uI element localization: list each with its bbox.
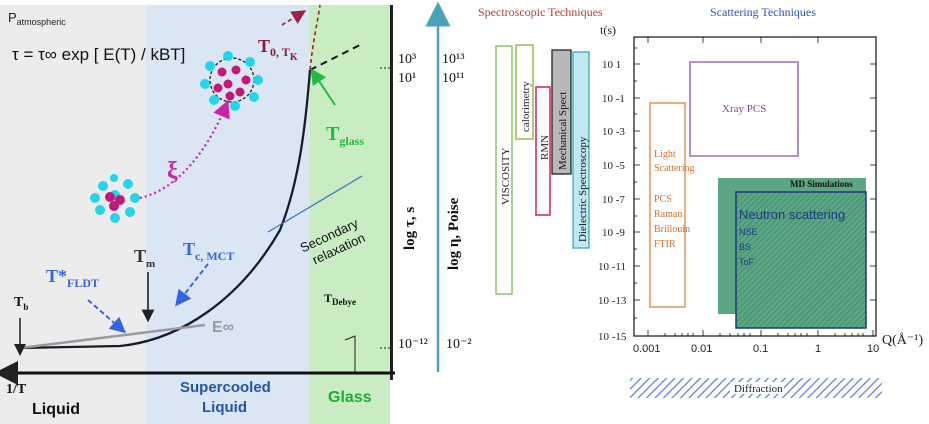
rmn-label: RMN: [539, 135, 551, 160]
calorimetry-bar: [515, 44, 534, 140]
secondary-line: [267, 175, 363, 233]
t0-arrow: [281, 10, 307, 26]
small-cluster-icon: [90, 174, 140, 223]
glass-label: Glass: [328, 389, 372, 406]
light-item-raman: Raman: [654, 209, 682, 220]
light-scattering-box: [649, 102, 686, 308]
left-y-axis: [390, 5, 393, 380]
y-tick-label-0: 10 1: [602, 59, 621, 71]
supercooled-label-2: Liquid: [202, 399, 247, 416]
tdebye-leader: [344, 335, 356, 372]
tfldt-label: T*FLDT: [46, 266, 99, 290]
neutron-scattering-box: [735, 191, 867, 329]
mechanical-label: Mechanical Spect: [557, 92, 569, 171]
glass-dashed-line: [309, 44, 361, 71]
xray-pcs-label: Xray PCS: [722, 103, 766, 115]
x-axis-ticks: [647, 37, 874, 336]
dielectric-bar: [572, 51, 590, 249]
einf-line: [19, 323, 206, 350]
x-tick-label-4: 10: [867, 343, 879, 355]
y-axis-ticks: [634, 47, 876, 319]
tc-label: Tc, MCT: [183, 239, 234, 263]
neutron-item-bs: BS: [739, 242, 751, 252]
y-tick-label-3: 10 -5: [602, 160, 625, 172]
light-label-2: Scattering: [654, 163, 695, 174]
y-tick-label-7: 10 -13: [598, 295, 627, 307]
supercooled-region: [146, 5, 310, 424]
tglass-arrow: [310, 68, 336, 106]
rmn-bar: [535, 86, 551, 216]
glass-region: [310, 5, 390, 424]
tfldt-arrow: [87, 299, 127, 334]
xray-pcs-box: [689, 61, 799, 157]
light-label-1: Light: [654, 149, 676, 160]
eta-tick-label-1: 10¹³: [442, 52, 464, 67]
vft-equation: τ = τ∞ exp [ E(T) / kBT]: [12, 45, 185, 64]
supercooled-label-1: Supercooled: [180, 379, 271, 396]
xi-label: ξ: [167, 158, 178, 184]
t0-tk-label: T0, TK: [258, 36, 298, 63]
neutron-item-nse: NSE: [739, 227, 758, 237]
tglass-label: Tglass: [326, 123, 364, 148]
t0-dashed-line: [309, 4, 321, 71]
tau-tick-label-3: 10⁻¹²: [398, 337, 428, 352]
pressure-label: Patmospheric: [8, 10, 66, 27]
mechanical-bar: [551, 49, 572, 175]
y-tick-label-1: 10 -1: [602, 93, 625, 105]
x-tick-label-2: 0.1: [753, 343, 768, 355]
liquid-region: [0, 5, 146, 424]
diffraction-label-bg: [730, 382, 784, 394]
viscosity-label: VISCOSITY: [500, 147, 512, 205]
diffraction-label: Diffraction: [734, 383, 783, 395]
calorimetry-label: calorimetry: [520, 81, 532, 132]
x-axis-label: 1/T: [6, 382, 27, 397]
tm-label: Tm: [134, 246, 155, 270]
dielectric-label: Dielectric Spectroscopy: [577, 136, 589, 242]
neutron-scattering-label: Neutron scattering: [739, 207, 845, 222]
log-tau-axis-label: log τ, s: [402, 207, 418, 250]
eta-tick-label-2: 10¹¹: [442, 71, 464, 86]
light-item-brillouin: Brillouin: [654, 224, 690, 235]
eta-tick-label-3: 10⁻²: [446, 337, 472, 352]
y-tick-label-5: 10 -9: [602, 227, 625, 239]
tdebye-label: TDebye: [324, 291, 356, 307]
xi-arrow: [139, 99, 230, 200]
einf-label: E∞: [212, 319, 234, 336]
spectroscopic-title: Spectroscopic Techniques: [478, 5, 603, 19]
x-tick-label-3: 1: [815, 343, 821, 355]
light-item-ftir: FTIR: [654, 239, 676, 250]
viscosity-bar: [495, 45, 513, 295]
y-tick-label-8: 10 -15: [598, 331, 627, 343]
large-cluster-icon: [200, 51, 263, 111]
relaxation-curve: [19, 69, 312, 350]
log-eta-axis-label: log η, Poise: [446, 197, 462, 270]
light-item-pcs: PCS: [654, 194, 672, 205]
t-axis-label: t(s): [600, 23, 616, 37]
liquid-label: Liquid: [32, 401, 80, 418]
q-axis-label: Q(Å⁻¹): [882, 332, 923, 348]
neutron-item-tof: ToF: [739, 257, 755, 267]
md-simulations-label: MD Simulations: [790, 179, 853, 189]
tb-label: Tb: [14, 295, 28, 312]
x-tick-label-1: 0.01: [691, 343, 712, 355]
x-tick-label-0: 0.001: [633, 343, 661, 355]
tau-tick-label-1: 10³: [398, 52, 416, 67]
y-tick-label-6: 10 -11: [598, 261, 626, 273]
y-tick-label-4: 10 -7: [602, 194, 625, 206]
y-tick-label-2: 10 -3: [602, 126, 625, 138]
scattering-title: Scattering Techniques: [710, 5, 816, 19]
tau-tick-label-2: 10¹: [398, 71, 416, 86]
